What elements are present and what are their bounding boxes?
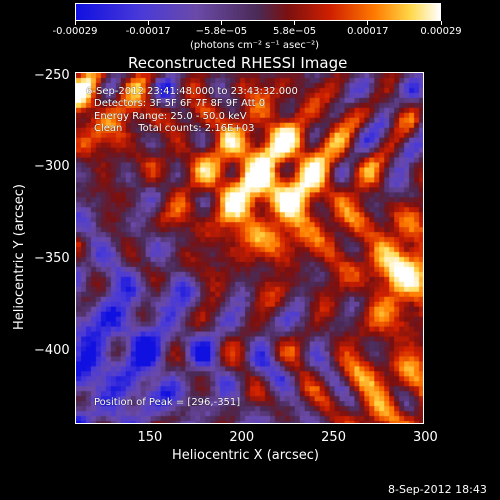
- colorbar-tick-mark: [440, 21, 442, 25]
- colorbar-tick-label: −5.8e−05: [195, 26, 248, 37]
- y-tick-label: −400: [34, 342, 70, 358]
- x-axis-label: Heliocentric X (arcsec): [172, 448, 319, 463]
- colorbar-tick-mark: [74, 21, 76, 25]
- heatmap-image: [76, 73, 423, 423]
- chart-title: Reconstructed RHESSI Image: [128, 54, 348, 72]
- info-energy-range: Energy Range: 25.0 - 50.0 keV: [94, 111, 247, 122]
- y-tick-label: −300: [34, 159, 70, 175]
- x-tick-label: 150: [137, 430, 163, 445]
- y-tick-label: −250: [34, 67, 70, 83]
- colorbar: [75, 3, 441, 21]
- colorbar-units: (photons cm⁻² s⁻¹ asec⁻²): [190, 40, 320, 51]
- colorbar-tick-mark: [367, 21, 369, 25]
- peak-position-label: Position of Peak = [296,-351]: [94, 397, 241, 408]
- colorbar-tick-mark: [220, 21, 222, 25]
- y-axis-label: Heliocentric Y (arcsec): [12, 184, 27, 330]
- info-detectors: Detectors: 3F 5F 6F 7F 8F 9F Att 0: [94, 98, 266, 109]
- x-tick-label: 300: [413, 430, 438, 445]
- x-tick-label: 200: [229, 430, 255, 445]
- footer-date: 8-Sep-2012 18:43: [388, 483, 487, 496]
- y-tick-label: −350: [34, 251, 70, 266]
- x-tick-label: 250: [321, 430, 346, 445]
- colorbar-tick-label: -0.00029: [52, 26, 98, 37]
- colorbar-tick-label: 0.00017: [347, 26, 389, 37]
- info-total-counts: Clean Total counts: 2.16E+03: [94, 123, 255, 134]
- colorbar-tick-label: -0.00017: [125, 26, 171, 37]
- colorbar-tick-mark: [147, 21, 149, 25]
- plot-area: [75, 72, 424, 424]
- colorbar-tick-label: 0.00029: [420, 26, 462, 37]
- colorbar-tick-mark: [294, 21, 296, 25]
- colorbar-tick-label: 5.8e−05: [273, 26, 317, 37]
- info-time-range: 6-Sep-2012 23:41:48.000 to 23:43:32.000: [86, 86, 298, 97]
